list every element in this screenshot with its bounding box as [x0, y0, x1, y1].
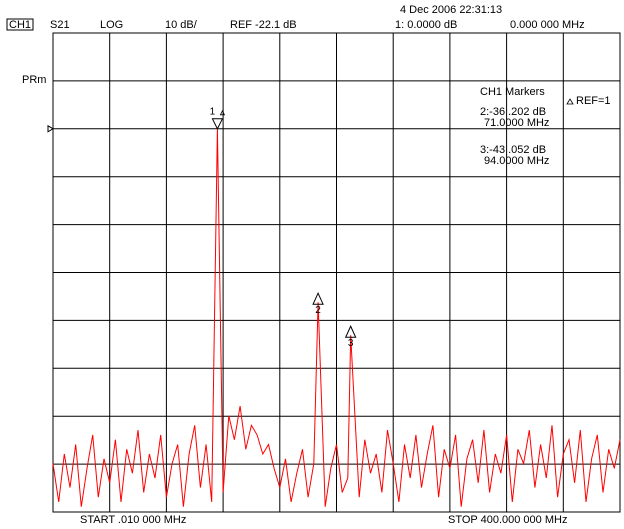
- scale: 10 dB/: [165, 19, 198, 31]
- marker-table-ref: REF=1: [576, 95, 611, 107]
- marker-label: 3: [348, 338, 354, 349]
- ref-pointer: [47, 124, 54, 133]
- delta-icon: [566, 98, 574, 105]
- marker: [344, 325, 357, 338]
- marker-row-value: 3:-43 .052 dB: [480, 144, 546, 156]
- delta-icon: [219, 109, 226, 116]
- marker-row-freq: 94.0000 MHz: [484, 155, 549, 167]
- marker: [211, 118, 224, 130]
- param: S21: [50, 19, 70, 31]
- ref: REF -22.1 dB: [230, 19, 297, 31]
- marker1-value: 1: 0.0000 dB: [395, 19, 457, 31]
- marker: [312, 291, 324, 305]
- stop: STOP 400.000 000 MHz: [448, 514, 567, 526]
- marker-row-value: 2:-36 .202 dB: [480, 106, 546, 118]
- channel: CH1: [9, 19, 31, 31]
- date: 4 Dec 2006 22:31:13: [400, 4, 502, 16]
- trace: [52, 128, 621, 507]
- marker-row-freq: 71.0000 MHz: [484, 117, 549, 129]
- marker1-freq: 0.000 000 MHz: [510, 19, 585, 31]
- marker-table-title: CH1 Markers: [480, 86, 545, 98]
- side-label: PRm: [22, 74, 46, 86]
- format: LOG: [100, 19, 123, 31]
- start: START .010 000 MHz: [80, 514, 186, 526]
- channel-box: [6, 18, 34, 31]
- marker-label: 1: [210, 106, 216, 117]
- marker-label: 2: [315, 305, 321, 316]
